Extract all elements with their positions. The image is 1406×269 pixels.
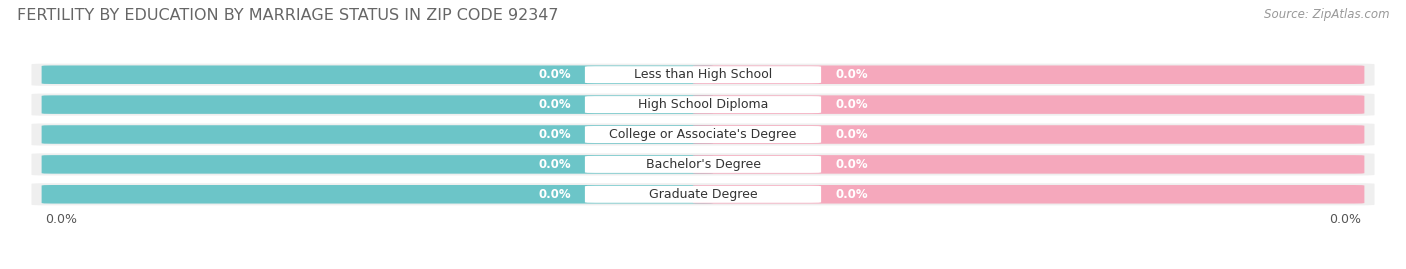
Text: 0.0%: 0.0% — [538, 188, 571, 201]
FancyBboxPatch shape — [42, 65, 713, 84]
FancyBboxPatch shape — [42, 95, 713, 114]
Text: 0.0%: 0.0% — [1329, 213, 1361, 226]
FancyBboxPatch shape — [42, 185, 713, 204]
FancyBboxPatch shape — [31, 64, 1375, 86]
Text: 0.0%: 0.0% — [835, 158, 868, 171]
Text: 0.0%: 0.0% — [538, 128, 571, 141]
FancyBboxPatch shape — [585, 156, 821, 173]
Text: 0.0%: 0.0% — [835, 188, 868, 201]
Text: Graduate Degree: Graduate Degree — [648, 188, 758, 201]
FancyBboxPatch shape — [42, 125, 713, 144]
FancyBboxPatch shape — [693, 185, 1364, 204]
FancyBboxPatch shape — [585, 186, 821, 203]
FancyBboxPatch shape — [585, 126, 821, 143]
FancyBboxPatch shape — [31, 153, 1375, 175]
FancyBboxPatch shape — [693, 155, 1364, 174]
Text: Source: ZipAtlas.com: Source: ZipAtlas.com — [1264, 8, 1389, 21]
Text: 0.0%: 0.0% — [538, 98, 571, 111]
FancyBboxPatch shape — [693, 125, 1364, 144]
Text: FERTILITY BY EDUCATION BY MARRIAGE STATUS IN ZIP CODE 92347: FERTILITY BY EDUCATION BY MARRIAGE STATU… — [17, 8, 558, 23]
FancyBboxPatch shape — [42, 155, 713, 174]
FancyBboxPatch shape — [31, 123, 1375, 146]
FancyBboxPatch shape — [693, 65, 1364, 84]
Text: Bachelor's Degree: Bachelor's Degree — [645, 158, 761, 171]
FancyBboxPatch shape — [585, 96, 821, 113]
Text: Less than High School: Less than High School — [634, 68, 772, 81]
Text: 0.0%: 0.0% — [45, 213, 77, 226]
Text: 0.0%: 0.0% — [538, 158, 571, 171]
Text: 0.0%: 0.0% — [835, 128, 868, 141]
FancyBboxPatch shape — [31, 94, 1375, 116]
Text: 0.0%: 0.0% — [538, 68, 571, 81]
Text: 0.0%: 0.0% — [835, 98, 868, 111]
Text: High School Diploma: High School Diploma — [638, 98, 768, 111]
FancyBboxPatch shape — [31, 183, 1375, 205]
Text: College or Associate's Degree: College or Associate's Degree — [609, 128, 797, 141]
FancyBboxPatch shape — [693, 95, 1364, 114]
Text: 0.0%: 0.0% — [835, 68, 868, 81]
FancyBboxPatch shape — [585, 66, 821, 83]
